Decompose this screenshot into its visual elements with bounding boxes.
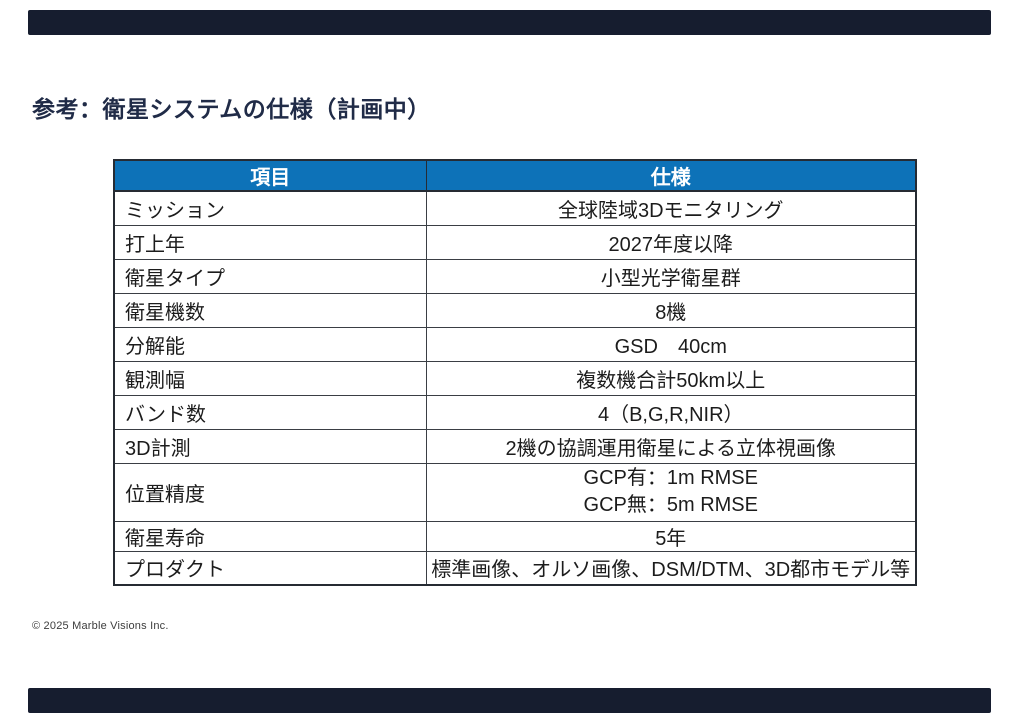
table-row-satellite-type: 衛星タイプ 小型光学衛星群 — [113, 258, 917, 294]
item-cell: 3D計測 — [113, 428, 427, 464]
spec-cell: 4（B,G,R,NIR） — [425, 394, 917, 430]
item-cell: プロダクト — [113, 550, 427, 586]
spec-cell: 8機 — [425, 292, 917, 328]
top-accent-bar — [28, 10, 991, 35]
spec-table: 項目 仕様 ミッション 全球陸域3Dモニタリング 打上年 2027年度以降 衛星… — [113, 159, 917, 586]
item-cell: 位置精度 — [113, 462, 427, 522]
table-row-resolution: 分解能 GSD 40cm — [113, 326, 917, 362]
item-cell: 打上年 — [113, 224, 427, 260]
table-row-launch-year: 打上年 2027年度以降 — [113, 224, 917, 260]
table-row-mission: ミッション 全球陸域3Dモニタリング — [113, 190, 917, 226]
spec-cell: 2027年度以降 — [425, 224, 917, 260]
header-spec: 仕様 — [425, 159, 917, 192]
table-row-swath: 観測幅 複数機合計50km以上 — [113, 360, 917, 396]
spec-cell: GCP有：1m RMSE GCP無：5m RMSE — [425, 462, 917, 522]
spec-cell: 複数機合計50km以上 — [425, 360, 917, 396]
spec-cell: 2機の協調運用衛星による立体視画像 — [425, 428, 917, 464]
table-row-satellite-count: 衛星機数 8機 — [113, 292, 917, 328]
table-header-row: 項目 仕様 — [113, 159, 917, 192]
spec-cell: 全球陸域3Dモニタリング — [425, 190, 917, 226]
table-row-3d-measurement: 3D計測 2機の協調運用衛星による立体視画像 — [113, 428, 917, 464]
spec-cell: GSD 40cm — [425, 326, 917, 362]
item-cell: 衛星タイプ — [113, 258, 427, 294]
item-cell: 衛星機数 — [113, 292, 427, 328]
table-row-position-accuracy: 位置精度 GCP有：1m RMSE GCP無：5m RMSE — [113, 462, 917, 522]
bottom-accent-bar — [28, 688, 991, 713]
spec-cell: 5年 — [425, 520, 917, 552]
item-cell: 衛星寿命 — [113, 520, 427, 552]
spec-line-2: GCP無：5m RMSE — [583, 494, 758, 516]
spec-cell: 小型光学衛星群 — [425, 258, 917, 294]
item-cell: 分解能 — [113, 326, 427, 362]
page-title: 参考：衛星システムの仕様（計画中） — [32, 96, 431, 122]
item-cell: バンド数 — [113, 394, 427, 430]
table-row-lifetime: 衛星寿命 5年 — [113, 520, 917, 552]
table-row-bands: バンド数 4（B,G,R,NIR） — [113, 394, 917, 430]
copyright-text: © 2025 Marble Visions Inc. — [32, 620, 169, 632]
table-row-products: プロダクト 標準画像、オルソ画像、DSM/DTM、3D都市モデル等 — [113, 550, 917, 586]
spec-line-1: GCP有：1m RMSE — [583, 467, 758, 489]
item-cell: ミッション — [113, 190, 427, 226]
item-cell: 観測幅 — [113, 360, 427, 396]
header-item: 項目 — [113, 159, 427, 192]
spec-cell: 標準画像、オルソ画像、DSM/DTM、3D都市モデル等 — [425, 550, 917, 586]
